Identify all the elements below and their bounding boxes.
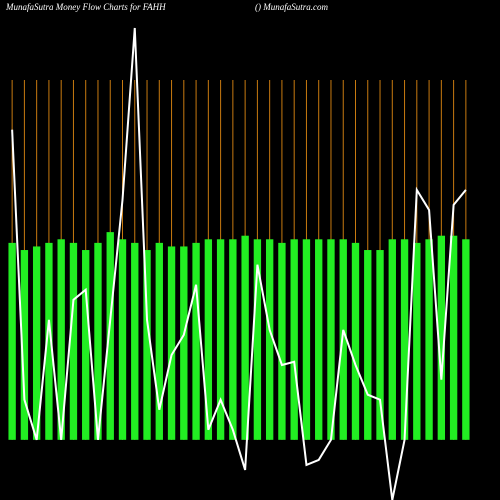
bar [167, 246, 176, 440]
bar [216, 239, 225, 440]
bar [400, 239, 409, 440]
bar [8, 242, 16, 440]
bar [327, 239, 335, 440]
bar [204, 239, 213, 440]
bar [290, 239, 298, 440]
bar [388, 239, 396, 440]
bar [229, 239, 237, 440]
bar [20, 250, 29, 440]
bar [143, 250, 151, 440]
bar [339, 239, 347, 440]
bar [376, 250, 384, 440]
bar [45, 242, 53, 440]
bar [57, 239, 65, 440]
money-flow-line [11, 27, 467, 500]
bar [82, 250, 90, 440]
bar [437, 235, 446, 440]
bar [69, 242, 78, 440]
bar [351, 242, 360, 440]
bar [118, 239, 127, 440]
bar [265, 239, 274, 440]
bar [364, 250, 372, 440]
bar [315, 239, 323, 440]
chart-title: MunafaSutra Money Flow Charts for FAHH [5, 2, 166, 12]
bar [413, 242, 421, 440]
bar [192, 242, 200, 440]
bar [425, 239, 433, 440]
bar [106, 232, 114, 440]
bar [94, 242, 102, 440]
bar [180, 246, 188, 440]
chart-subtitle: () MunafaSutra.com [255, 2, 328, 12]
bar [449, 235, 458, 440]
bar [131, 242, 139, 440]
bar [155, 242, 163, 440]
bar [462, 239, 470, 440]
bar [278, 242, 286, 440]
bar [253, 239, 262, 440]
bar [302, 239, 311, 440]
bar [32, 246, 41, 440]
bar [241, 235, 249, 440]
